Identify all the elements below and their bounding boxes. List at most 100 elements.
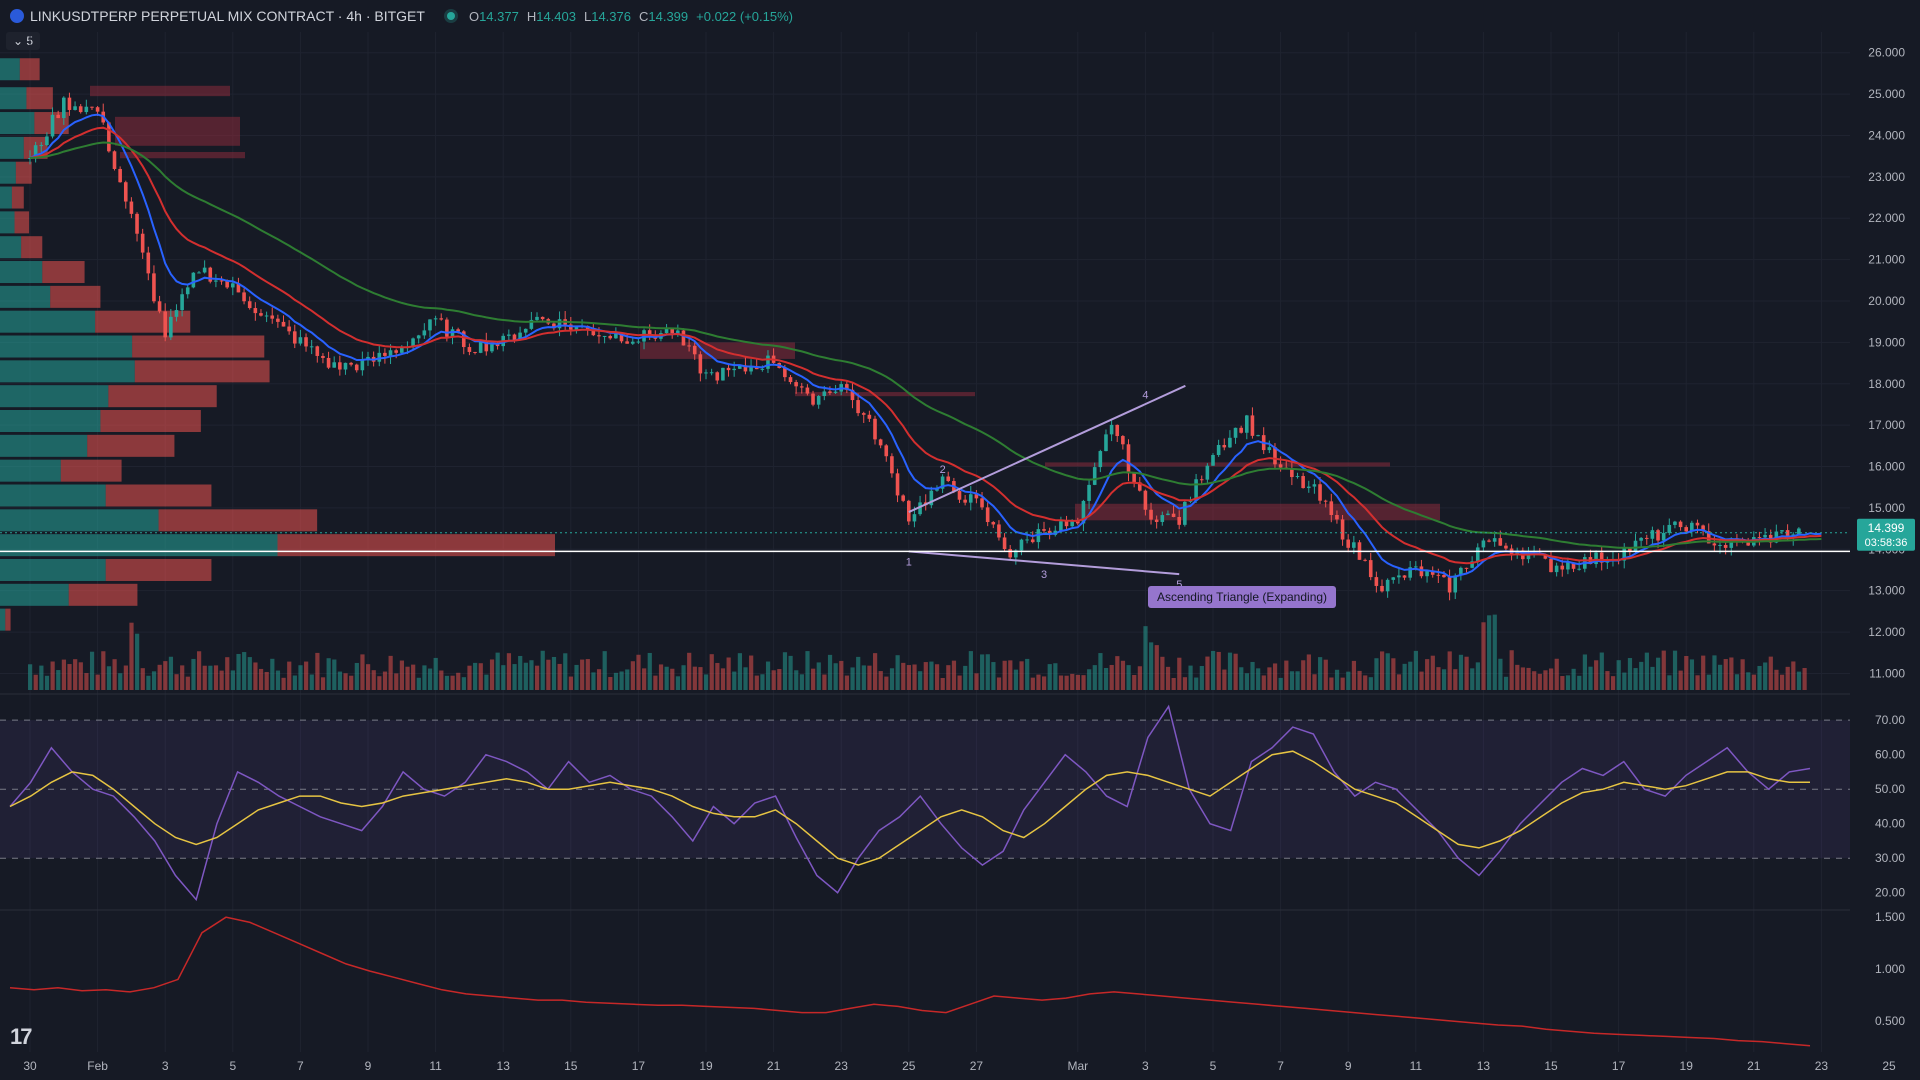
candle-body (84, 106, 89, 113)
volume-bar (1160, 656, 1165, 690)
time-tick-label: 3 (1142, 1059, 1149, 1073)
time-tick-label: 27 (970, 1059, 984, 1073)
candle-body (343, 362, 348, 370)
candle-body (552, 323, 556, 329)
candle-body (1014, 550, 1018, 558)
volume-bar (1729, 657, 1734, 690)
volume-bar (563, 653, 568, 690)
volume-bar (1796, 671, 1802, 690)
candle-body (1419, 566, 1424, 577)
candle-body (1537, 553, 1542, 555)
volume-bar (788, 655, 793, 690)
volume-profile (0, 58, 555, 631)
candle-body (1723, 544, 1728, 548)
candle-body (1267, 447, 1272, 451)
volume-bar (670, 668, 675, 690)
candle-body (411, 338, 415, 348)
candle-body (304, 337, 308, 347)
candle-body (123, 182, 128, 202)
candle-body (1436, 574, 1441, 576)
price-tick-label: 17.000 (1868, 418, 1905, 432)
currency-selector[interactable]: USDT ⌄ (1860, 3, 1916, 31)
time-tick-label: 17 (632, 1059, 646, 1073)
candle-body (1312, 484, 1317, 487)
volume-bar (1425, 659, 1430, 690)
volume-bar (1734, 674, 1740, 690)
volume-bar (1498, 658, 1503, 690)
volume-bar (777, 669, 782, 690)
time-tick-label: 5 (229, 1059, 236, 1073)
volume-bar (168, 656, 174, 690)
candle-body (1154, 519, 1159, 522)
volume-profile-up (0, 360, 135, 383)
candle-body (873, 418, 877, 440)
candle-body (1143, 490, 1148, 510)
candle-body (907, 500, 911, 522)
volume-bar (1408, 661, 1413, 690)
grid-lines (0, 32, 1890, 1052)
volume-bar (1526, 667, 1531, 690)
volume-bar (399, 660, 404, 690)
candle-body (101, 111, 106, 123)
candle-body (67, 97, 72, 110)
ohlc-item: +0.022 (+0.15%) (696, 9, 793, 24)
volume-bar (416, 677, 421, 690)
rsi-line (9, 704, 1811, 902)
candle-body (1735, 538, 1739, 540)
candle-body (1611, 559, 1615, 561)
volume-bar (895, 655, 900, 690)
rsi-band (0, 720, 1850, 859)
volume-bar (1503, 676, 1509, 690)
indicator-collapse-button[interactable]: ⌄ 5 (6, 32, 40, 50)
volume-bar (1441, 669, 1447, 690)
candle-body (1183, 501, 1187, 525)
volume-bar (1149, 642, 1154, 690)
volume-bar (450, 675, 455, 690)
volume-bar (292, 675, 297, 690)
candle-body (264, 315, 269, 317)
volume-bar (89, 651, 95, 690)
time-tick-label: 11 (429, 1059, 442, 1073)
volume-bar (433, 657, 438, 690)
horizontal-level-line[interactable] (0, 532, 1850, 553)
candle-body (298, 337, 303, 344)
ohlc-value: +0.022 (+0.15%) (696, 8, 793, 24)
candle-body (349, 362, 353, 365)
time-tick-label: 7 (297, 1059, 304, 1073)
rsi-tick-label: 30.00 (1875, 851, 1905, 865)
volume-bar (884, 676, 889, 690)
volume-bar (1723, 659, 1728, 690)
supply-zone (120, 152, 245, 159)
volume-bar (1656, 657, 1661, 690)
volume-bar (1058, 675, 1064, 690)
candle-body (445, 319, 449, 337)
volume-bar (512, 664, 517, 690)
volume-bar (388, 655, 393, 690)
volume-bar (1661, 650, 1666, 690)
tradingview-logo[interactable]: 17 (10, 1024, 33, 1049)
volume-bar (1064, 675, 1069, 690)
volume-bar (495, 652, 500, 690)
volume-bar (135, 633, 140, 690)
symbol-logo-icon[interactable] (10, 9, 24, 23)
volume-bar (349, 675, 354, 690)
volume-bar (67, 664, 72, 690)
candle-body (1521, 550, 1525, 560)
volume-bar (574, 664, 579, 690)
symbol-title[interactable]: LINKUSDTPERP PERPETUAL MIX CONTRACT · 4h… (30, 8, 425, 24)
volume-bar (264, 671, 269, 690)
volume-bar (1340, 677, 1345, 690)
candle-body (1019, 539, 1024, 551)
candle-body (33, 145, 38, 159)
candle-body (1650, 530, 1655, 539)
candle-body (1605, 559, 1610, 563)
time-tick-label: 19 (1680, 1059, 1694, 1073)
time-axis[interactable]: 30 Feb 3 5 7 9 11 13 15 17 19 21 23 25 27 Mar 3 5 7 9 11 13 15… (0, 1054, 1920, 1080)
volume-bar (782, 652, 788, 690)
price-axis[interactable]: 26.000 25.000 24.000 23.000 22.000 21.000 20.0… (1850, 0, 1920, 1080)
candle-body (1115, 424, 1120, 437)
candle-body (1712, 543, 1717, 546)
candle-body (1042, 529, 1046, 531)
